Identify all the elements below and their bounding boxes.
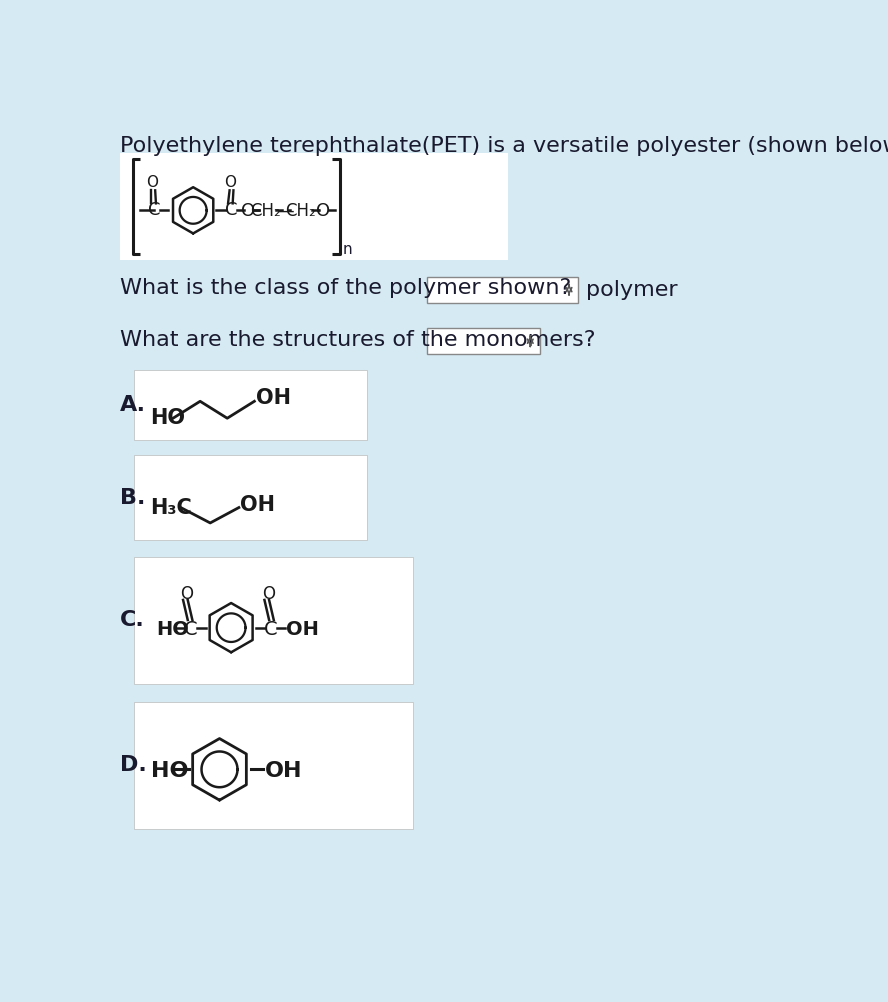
Text: D.: D. xyxy=(120,756,147,776)
Text: HO: HO xyxy=(156,619,189,638)
Text: O: O xyxy=(180,585,194,603)
Text: —: — xyxy=(277,202,294,220)
Bar xyxy=(134,557,413,684)
Bar xyxy=(427,277,578,303)
Text: O: O xyxy=(262,585,274,603)
Bar xyxy=(134,701,413,829)
Text: O: O xyxy=(225,175,236,190)
Text: C: C xyxy=(225,201,237,219)
Bar xyxy=(427,328,540,355)
Text: C.: C. xyxy=(120,610,145,630)
Text: B.: B. xyxy=(120,488,146,508)
Text: OH: OH xyxy=(256,388,291,408)
Text: C: C xyxy=(184,619,198,638)
Text: OH: OH xyxy=(241,495,275,515)
Text: What is the class of the polymer shown?: What is the class of the polymer shown? xyxy=(120,279,572,298)
Text: What are the structures of the monomers?: What are the structures of the monomers? xyxy=(120,330,596,350)
Text: OH: OH xyxy=(286,619,319,638)
Text: HO: HO xyxy=(150,408,185,428)
Bar xyxy=(120,152,508,261)
Bar xyxy=(134,455,367,540)
Text: Polyethylene terephthalate(PET) is a versatile polyester (shown below).: Polyethylene terephthalate(PET) is a ver… xyxy=(120,135,888,155)
Text: polymer: polymer xyxy=(586,280,678,300)
Bar xyxy=(134,371,367,440)
Text: CH₂: CH₂ xyxy=(250,202,281,220)
Text: A.: A. xyxy=(120,395,147,415)
Text: CH₂: CH₂ xyxy=(286,202,316,220)
Text: C: C xyxy=(148,201,161,219)
Text: O: O xyxy=(146,175,158,190)
Text: C: C xyxy=(264,619,277,638)
Text: O: O xyxy=(316,202,330,220)
Text: HO: HO xyxy=(151,761,189,781)
Text: H₃C: H₃C xyxy=(150,498,192,518)
Text: n: n xyxy=(343,242,353,258)
Text: OH: OH xyxy=(265,761,302,781)
Text: O: O xyxy=(242,202,255,220)
